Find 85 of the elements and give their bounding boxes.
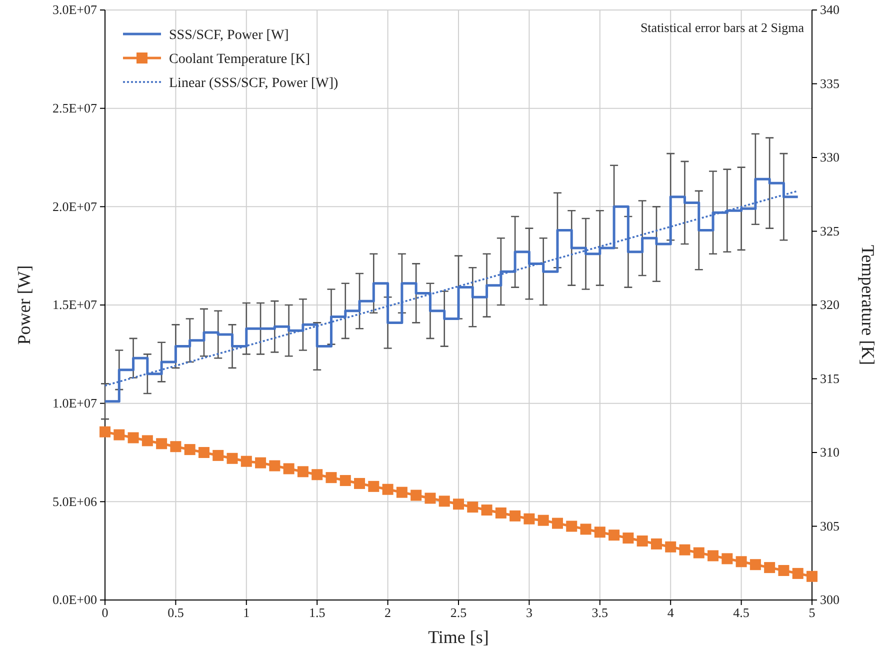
point <box>764 562 776 574</box>
x-tick-label: 1.5 <box>308 605 326 620</box>
point <box>128 432 139 444</box>
y2-tick-label: 325 <box>820 223 840 238</box>
legend-label: Linear (SSS/SCF, Power [W]) <box>169 76 339 91</box>
y2-tick-label: 320 <box>820 297 840 312</box>
point <box>722 553 733 564</box>
legend-label: SSS/SCF, Power [W] <box>169 28 289 43</box>
y-tick-label: 2.0E+07 <box>52 198 98 214</box>
point <box>708 550 719 562</box>
y-axis-title: Power [W] <box>14 265 34 345</box>
y2-tick-label: 310 <box>820 444 840 460</box>
point <box>212 450 224 461</box>
point <box>312 469 323 480</box>
x-tick-label: 4.5 <box>733 605 750 620</box>
point <box>340 475 351 486</box>
x-tick-label: 0.5 <box>168 605 184 620</box>
y-tick-label: 1.0E+07 <box>52 395 98 410</box>
point <box>438 496 450 507</box>
point <box>552 518 563 529</box>
point <box>226 452 238 464</box>
point <box>693 547 704 558</box>
y-tick-label: 0.0E+00 <box>52 592 97 608</box>
point <box>453 498 464 510</box>
x-axis-title: Time [s] <box>428 627 489 647</box>
point <box>396 486 408 498</box>
y2-tick-label: 300 <box>820 592 840 608</box>
point <box>650 538 662 550</box>
annotation: Statistical error bars at 2 Sigma <box>640 20 804 35</box>
point <box>170 441 182 452</box>
y-tick-label: 5.0E+06 <box>52 494 98 509</box>
y-tick-label: 2.5E+07 <box>52 100 98 116</box>
point <box>636 536 648 546</box>
point <box>736 556 747 568</box>
point <box>283 463 294 474</box>
y2-tick-label: 330 <box>820 150 840 165</box>
x-tick-label: 3.5 <box>592 605 608 620</box>
y2-tick-label: 305 <box>820 518 840 534</box>
point <box>269 460 280 472</box>
point <box>424 492 436 504</box>
x-tick-label: 2.5 <box>450 605 467 620</box>
point <box>198 447 210 458</box>
point <box>778 565 790 576</box>
y-tick-label: 3.0E+07 <box>52 2 98 18</box>
x-tick-label: 1 <box>243 605 250 620</box>
point <box>481 504 492 516</box>
point <box>326 472 337 484</box>
point <box>240 456 252 467</box>
point <box>382 484 394 495</box>
point <box>608 530 620 541</box>
point <box>566 520 578 532</box>
legend-label: Coolant Temperature [K] <box>169 52 310 67</box>
point <box>410 490 422 501</box>
point <box>114 429 125 440</box>
point <box>184 444 196 456</box>
point <box>297 466 308 478</box>
point <box>750 559 761 570</box>
x-tick-label: 5 <box>808 605 816 620</box>
point <box>594 526 606 538</box>
point <box>524 513 535 524</box>
point <box>467 502 478 513</box>
x-tick-label: 2 <box>384 605 392 620</box>
point <box>806 570 818 582</box>
point <box>100 426 110 438</box>
point <box>156 438 168 450</box>
y2-tick-label: 315 <box>820 370 840 386</box>
point <box>255 457 266 468</box>
point <box>510 510 521 522</box>
point <box>580 524 592 535</box>
point <box>368 480 380 492</box>
point <box>622 532 634 544</box>
point <box>354 478 366 489</box>
y-tick-label: 1.5E+07 <box>52 297 98 312</box>
x-tick-label: 4 <box>667 605 674 620</box>
x-tick-label: 3 <box>526 605 532 620</box>
point <box>538 514 549 526</box>
point <box>679 544 690 556</box>
x-tick-label: 0 <box>102 605 108 620</box>
point <box>142 435 153 446</box>
point <box>665 541 676 552</box>
point <box>792 568 804 579</box>
y2-axis-title: Temperature [K] <box>858 244 878 366</box>
y2-tick-label: 340 <box>820 2 840 18</box>
y2-tick-label: 335 <box>820 76 840 91</box>
point <box>495 507 506 518</box>
